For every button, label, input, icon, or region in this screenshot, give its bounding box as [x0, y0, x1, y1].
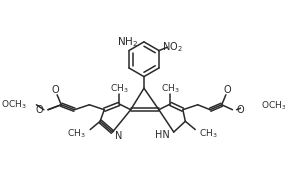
Text: O: O: [36, 105, 44, 115]
Text: OCH$_3$: OCH$_3$: [261, 99, 285, 112]
Text: CH$_3$: CH$_3$: [68, 127, 86, 140]
Text: O: O: [237, 105, 245, 115]
Text: CH$_3$: CH$_3$: [200, 127, 218, 140]
Text: N: N: [115, 131, 122, 141]
Text: O: O: [224, 85, 231, 95]
Text: O: O: [52, 85, 59, 95]
Text: NO$_2$: NO$_2$: [162, 40, 183, 54]
Text: HN: HN: [155, 130, 170, 140]
Text: CH$_3$: CH$_3$: [110, 83, 129, 95]
Text: NH$_2$: NH$_2$: [117, 35, 138, 49]
Text: CH$_3$: CH$_3$: [161, 83, 180, 95]
Text: OCH$_3$: OCH$_3$: [1, 99, 27, 111]
